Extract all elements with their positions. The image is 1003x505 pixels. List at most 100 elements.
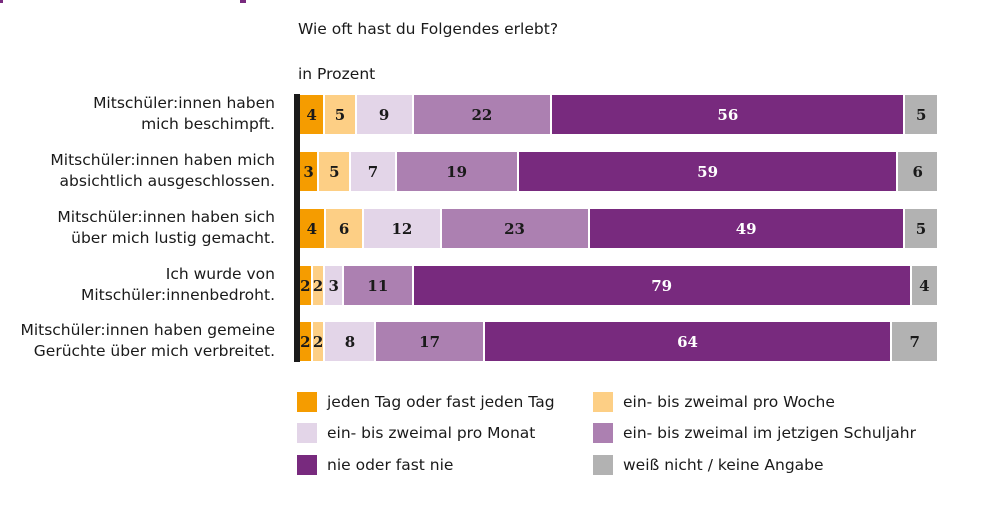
cut-off-title-fragment <box>240 0 246 3</box>
y-axis-line <box>294 94 300 362</box>
row-label: Mitschüler:innen haben sich über mich lus… <box>0 207 275 249</box>
stacked-bar: 3 5 7 19 59 6 <box>300 152 937 191</box>
bar-segment: 3 <box>300 152 318 191</box>
bar-segment: 2 <box>300 322 311 361</box>
data-label: 4 <box>306 105 317 124</box>
data-label: 7 <box>367 162 379 181</box>
data-label: 11 <box>367 276 389 295</box>
data-label: 22 <box>471 105 493 124</box>
bar-segment: 5 <box>904 209 937 248</box>
bar-segment: 2 <box>312 322 324 361</box>
bar-segment: 3 <box>325 266 343 305</box>
data-label: 19 <box>446 162 468 181</box>
data-label: 17 <box>419 332 441 351</box>
row-label-line: Mitschüler:innenbedroht. <box>80 286 275 304</box>
row-label: Mitschüler:innen haben gemeine Gerüchte ü… <box>0 320 275 362</box>
legend-item: ein- bis zweimal im jetzigen Schuljahr <box>593 423 916 443</box>
legend-label: nie oder fast nie <box>327 456 454 474</box>
data-label: 49 <box>735 219 757 238</box>
legend-item: ein- bis zweimal pro Monat <box>297 423 535 443</box>
row-label-line: Mitschüler:innen haben mich <box>50 151 275 169</box>
stacked-bar: 2 2 3 11 79 4 <box>300 266 937 305</box>
bar-segment: 5 <box>905 95 937 134</box>
bar-segment: 7 <box>351 152 395 191</box>
bar-segment: 2 <box>312 266 324 305</box>
row-label-line: Mitschüler:innen haben gemeine <box>20 321 275 339</box>
bar-segment: 59 <box>518 152 897 191</box>
bar-segment: 12 <box>364 209 440 248</box>
row-label: Mitschüler:innen haben mich absichtlich a… <box>0 150 275 192</box>
data-label: 5 <box>916 105 927 124</box>
bar-segment: 6 <box>898 152 937 191</box>
legend-item: nie oder fast nie <box>297 455 453 475</box>
row-label-line: mich beschimpft. <box>141 115 275 133</box>
row-label: Mitschüler:innen haben mich beschimpft. <box>0 93 275 135</box>
row-label-line: absichtlich ausgeschlossen. <box>59 172 275 190</box>
stacked-bar: 4 6 12 23 49 5 <box>300 209 937 248</box>
bar-segment: 17 <box>376 322 483 361</box>
legend-label: ein- bis zweimal pro Monat <box>327 424 536 442</box>
data-label: 5 <box>915 219 927 238</box>
bar-segment: 9 <box>356 95 412 134</box>
data-label: 2 <box>312 332 324 351</box>
bar-segment: 19 <box>396 152 517 191</box>
data-label: 7 <box>909 332 920 351</box>
cut-off-title-fragment <box>0 0 3 3</box>
data-label: 5 <box>334 105 346 124</box>
data-label: 79 <box>651 276 673 295</box>
bar-segment: 49 <box>589 209 903 248</box>
bar-segment: 8 <box>325 322 375 361</box>
bar-segment: 22 <box>413 95 551 134</box>
data-label: 3 <box>328 276 339 295</box>
data-label: 4 <box>919 276 930 295</box>
data-label: 5 <box>329 162 340 181</box>
bar-segment: 56 <box>552 95 904 134</box>
data-label: 6 <box>912 162 923 181</box>
bar-segment: 5 <box>325 95 355 134</box>
legend-swatch <box>593 423 613 443</box>
stacked-bar: 2 2 8 17 64 7 <box>300 322 937 361</box>
legend-item: jeden Tag oder fast jeden Tag <box>297 392 555 412</box>
bar-segment: 11 <box>344 266 412 305</box>
bar-segment: 4 <box>300 95 324 134</box>
data-label: 56 <box>717 105 739 124</box>
row-label-line: Gerüchte über mich verbreitet. <box>33 342 275 360</box>
stacked-bar: 4 5 9 22 56 5 <box>300 95 937 134</box>
bar-segment: 2 <box>300 266 311 305</box>
row-label-line: Ich wurde von <box>165 265 275 283</box>
data-label: 2 <box>300 276 311 295</box>
data-label: 64 <box>677 332 698 351</box>
chart-title: Wie oft hast du Folgendes erlebt? <box>298 20 559 38</box>
data-label: 6 <box>338 219 350 238</box>
data-label: 3 <box>303 162 314 181</box>
legend-swatch <box>593 392 613 412</box>
bar-segment: 79 <box>413 266 910 305</box>
data-label: 4 <box>306 219 318 238</box>
data-label: 23 <box>504 219 525 238</box>
legend-swatch <box>593 455 613 475</box>
legend-swatch <box>297 392 317 412</box>
bar-segment: 4 <box>300 209 324 248</box>
bar-segment: 64 <box>484 322 891 361</box>
data-label: 59 <box>697 162 719 181</box>
data-label: 2 <box>300 332 311 351</box>
bar-segment: 7 <box>892 322 937 361</box>
bar-segment: 5 <box>319 152 350 191</box>
legend-swatch <box>297 455 317 475</box>
legend-item: weiß nicht / keine Angabe <box>593 455 824 475</box>
legend-label: weiß nicht / keine Angabe <box>623 456 824 474</box>
bar-segment: 6 <box>325 209 363 248</box>
legend-swatch <box>297 423 317 443</box>
legend-label: ein- bis zweimal pro Woche <box>623 393 835 411</box>
legend-label: jeden Tag oder fast jeden Tag <box>327 393 555 411</box>
data-label: 9 <box>378 105 390 124</box>
row-label-line: über mich lustig gemacht. <box>71 229 275 247</box>
data-label: 12 <box>391 219 413 238</box>
row-label: Ich wurde von Mitschüler:innenbedroht. <box>0 264 275 306</box>
data-label: 8 <box>344 332 356 351</box>
row-label-line: Mitschüler:innen haben sich <box>57 208 275 226</box>
unit-label: in Prozent <box>298 65 376 83</box>
legend-item: ein- bis zweimal pro Woche <box>593 392 835 412</box>
row-label-line: Mitschüler:innen haben <box>93 94 275 112</box>
legend-label: ein- bis zweimal im jetzigen Schuljahr <box>623 424 916 442</box>
